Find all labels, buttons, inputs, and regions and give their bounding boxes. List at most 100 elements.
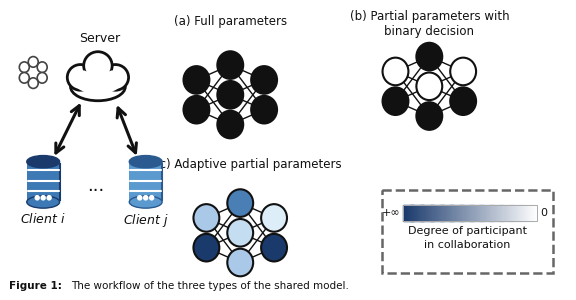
Bar <box>461 205 463 221</box>
Bar <box>457 205 458 221</box>
Circle shape <box>35 196 39 200</box>
Ellipse shape <box>26 155 59 168</box>
Bar <box>439 205 441 221</box>
Circle shape <box>382 58 408 85</box>
Bar <box>418 205 419 221</box>
Circle shape <box>251 96 277 124</box>
Bar <box>414 205 415 221</box>
Bar <box>489 205 491 221</box>
Bar <box>435 205 437 221</box>
Circle shape <box>28 78 38 88</box>
Bar <box>460 205 462 221</box>
Bar <box>503 205 505 221</box>
Bar <box>412 205 414 221</box>
Bar <box>491 205 493 221</box>
Bar <box>421 205 423 221</box>
Bar <box>509 205 510 221</box>
Bar <box>507 205 509 221</box>
Bar <box>496 205 497 221</box>
Circle shape <box>184 66 210 94</box>
Bar <box>404 205 406 221</box>
Bar <box>483 205 485 221</box>
Bar <box>486 205 487 221</box>
Circle shape <box>416 43 442 70</box>
Circle shape <box>138 196 142 200</box>
Circle shape <box>228 219 253 247</box>
Bar <box>454 205 456 221</box>
Circle shape <box>261 234 287 262</box>
Bar <box>410 205 412 221</box>
Circle shape <box>194 234 219 262</box>
Circle shape <box>184 96 210 124</box>
Text: Client $i$: Client $i$ <box>20 212 66 226</box>
Bar <box>419 205 420 221</box>
Circle shape <box>37 73 47 83</box>
Bar <box>427 205 429 221</box>
Bar <box>437 205 438 221</box>
Bar <box>525 205 526 221</box>
Bar <box>530 205 532 221</box>
Bar <box>428 205 430 221</box>
Circle shape <box>450 58 476 85</box>
Bar <box>529 205 530 221</box>
Ellipse shape <box>73 70 92 89</box>
Ellipse shape <box>103 64 128 90</box>
Bar <box>473 205 475 221</box>
Circle shape <box>143 196 147 200</box>
Bar <box>478 205 479 221</box>
Circle shape <box>28 57 38 67</box>
Bar <box>431 205 433 221</box>
Text: (b) Partial parameters with
binary decision: (b) Partial parameters with binary decis… <box>350 10 509 38</box>
Bar <box>430 205 432 221</box>
Text: Client $j$: Client $j$ <box>123 212 169 229</box>
Bar <box>442 205 444 221</box>
Bar <box>469 205 471 221</box>
Bar <box>528 205 529 221</box>
Bar <box>492 205 494 221</box>
Bar <box>487 205 488 221</box>
Bar <box>470 205 472 221</box>
Bar <box>522 205 524 221</box>
Circle shape <box>228 189 253 217</box>
Bar <box>465 205 467 221</box>
Bar <box>468 205 469 221</box>
Bar <box>502 205 504 221</box>
Bar <box>440 205 442 221</box>
Bar <box>494 205 495 221</box>
Text: Server: Server <box>79 32 120 45</box>
Bar <box>518 205 520 221</box>
Bar <box>481 205 483 221</box>
Bar <box>472 205 474 221</box>
Circle shape <box>416 73 442 100</box>
Circle shape <box>228 249 253 276</box>
Bar <box>458 205 460 221</box>
Bar <box>444 205 445 221</box>
Bar <box>433 205 434 221</box>
Circle shape <box>416 102 442 130</box>
Bar <box>490 205 492 221</box>
Bar <box>441 205 443 221</box>
Bar <box>420 205 422 221</box>
Ellipse shape <box>104 70 123 89</box>
Bar <box>479 205 480 221</box>
Circle shape <box>382 87 408 115</box>
Bar <box>499 205 501 221</box>
Bar <box>408 205 410 221</box>
Bar <box>524 205 525 221</box>
Bar <box>465 205 466 221</box>
Bar <box>510 205 511 221</box>
Bar <box>500 205 502 221</box>
Circle shape <box>20 73 29 83</box>
Bar <box>438 205 439 221</box>
Bar <box>467 205 468 221</box>
Bar <box>403 205 405 221</box>
Bar <box>532 205 534 221</box>
Text: The workflow of the three types of the shared model.: The workflow of the three types of the s… <box>71 281 349 291</box>
Circle shape <box>217 81 243 109</box>
Circle shape <box>194 204 219 232</box>
Text: +∞: +∞ <box>382 208 400 218</box>
Text: Degree of participant
in collaboration: Degree of participant in collaboration <box>408 226 526 250</box>
Bar <box>506 205 507 221</box>
Bar <box>449 205 450 221</box>
Bar <box>480 205 482 221</box>
